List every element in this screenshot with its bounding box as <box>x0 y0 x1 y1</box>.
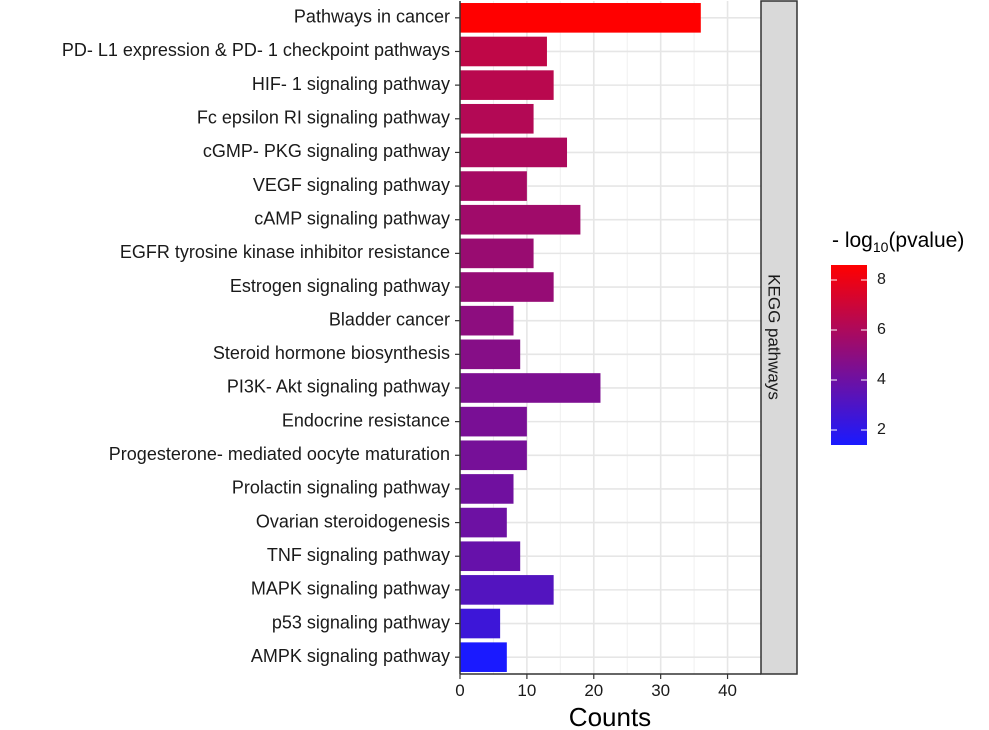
category-label: Bladder cancer <box>329 309 450 329</box>
category-label: Steroid hormone biosynthesis <box>213 343 450 363</box>
x-tick-label: 30 <box>651 681 670 700</box>
bar <box>460 36 547 67</box>
bar <box>460 305 514 336</box>
category-label: TNF signaling pathway <box>267 545 450 565</box>
category-labels: Pathways in cancer PD- L1 expression & PD… <box>62 7 460 666</box>
category-label: p53 signaling pathway <box>272 612 450 632</box>
bar <box>460 373 601 403</box>
bar <box>460 70 554 100</box>
legend-title-subscript: 10 <box>873 239 889 255</box>
bar <box>460 204 581 235</box>
category-label: Endocrine resistance <box>282 410 450 430</box>
bar <box>460 507 507 538</box>
color-legend: - log10(pvalue) 2 4 6 8 <box>831 229 964 445</box>
bar-series <box>460 3 701 672</box>
legend-tick-label: 8 <box>877 271 886 288</box>
bar <box>460 440 527 471</box>
bar <box>460 575 554 605</box>
category-label: AMPK signaling pathway <box>251 646 450 666</box>
bar <box>460 137 568 168</box>
category-label: Prolactin signaling pathway <box>232 478 450 498</box>
category-label: PI3K- Akt signaling pathway <box>227 377 450 397</box>
bar <box>460 238 534 269</box>
category-label: cGMP- PKG signaling pathway <box>203 141 450 161</box>
legend-tick-label: 2 <box>877 421 886 438</box>
category-label: Ovarian steroidogenesis <box>256 511 450 531</box>
legend-colorbar <box>831 265 867 445</box>
legend-title: - log10(pvalue) <box>832 229 964 255</box>
bar <box>460 642 507 672</box>
category-label: Estrogen signaling pathway <box>230 276 450 296</box>
x-axis-ticks: 0 10 20 30 40 <box>455 674 737 700</box>
category-label: HIF- 1 signaling pathway <box>252 74 450 94</box>
bar <box>460 339 521 370</box>
bar <box>460 272 554 302</box>
legend-title-prefix: - log <box>832 229 873 252</box>
x-tick-label: 20 <box>584 681 603 700</box>
legend-tick-label: 6 <box>877 321 886 338</box>
bar <box>460 541 521 572</box>
category-label: Fc epsilon RI signaling pathway <box>197 108 450 128</box>
category-label: VEGF signaling pathway <box>253 175 450 195</box>
legend-ticks: 2 4 6 8 <box>831 271 886 438</box>
x-axis-title: Counts <box>569 702 651 730</box>
category-label: MAPK signaling pathway <box>251 579 450 599</box>
x-tick-label: 0 <box>455 681 464 700</box>
bar <box>460 103 534 134</box>
x-tick-label: 10 <box>517 681 536 700</box>
category-label: Pathways in cancer <box>294 7 450 27</box>
bar <box>460 171 527 201</box>
x-tick-label: 40 <box>718 681 737 700</box>
bar <box>460 474 514 504</box>
category-label: EGFR tyrosine kinase inhibitor resistanc… <box>120 242 450 262</box>
legend-title-suffix: (pvalue) <box>888 229 964 252</box>
bar <box>460 608 501 639</box>
category-label: PD- L1 expression & PD- 1 checkpoint pat… <box>62 40 450 60</box>
bar <box>460 406 527 437</box>
facet-strip <box>760 0 798 675</box>
legend-tick-label: 4 <box>877 371 886 388</box>
bar <box>460 3 701 33</box>
category-label: cAMP signaling pathway <box>254 208 450 228</box>
facet-strip-label: KEGG pathways <box>765 274 784 400</box>
plot-panel <box>460 1 761 674</box>
category-label: Progesterone- mediated oocyte maturation <box>109 444 450 464</box>
